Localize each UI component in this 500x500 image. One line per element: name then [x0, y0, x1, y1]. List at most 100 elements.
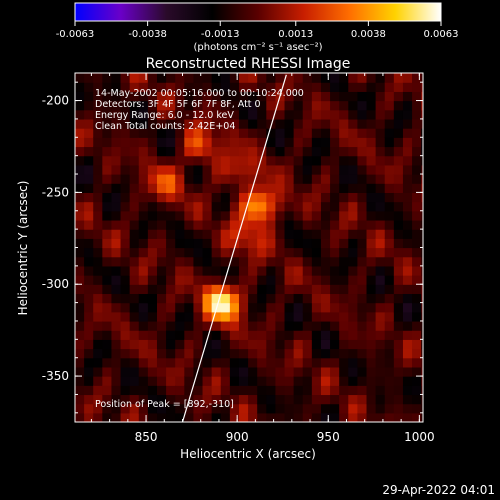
- heatmap-cell: [248, 137, 258, 148]
- heatmap-cell: [357, 201, 368, 212]
- heatmap-cell: [348, 385, 359, 396]
- heatmap-cell: [257, 302, 267, 313]
- heatmap-cell: [248, 73, 258, 83]
- heatmap-cell: [284, 73, 295, 83]
- heatmap-cell: [302, 100, 313, 111]
- heatmap-cell: [257, 348, 267, 359]
- heatmap-cell: [302, 339, 313, 350]
- heatmap-cell: [248, 164, 258, 175]
- heatmap-cell: [175, 357, 185, 368]
- heatmap-cell: [402, 320, 413, 331]
- heatmap-cell: [238, 302, 249, 313]
- heatmap-cell: [84, 73, 94, 83]
- heatmap-cell: [120, 311, 131, 322]
- heatmap-cell: [393, 348, 404, 359]
- heatmap-cell: [275, 155, 286, 166]
- heatmap-cell: [412, 238, 422, 249]
- heatmap-cell: [184, 164, 195, 175]
- heatmap-cell: [357, 320, 368, 331]
- heatmap-cell: [330, 330, 340, 340]
- heatmap-cell: [266, 265, 277, 276]
- heatmap-cell: [275, 247, 286, 258]
- heatmap-cell: [339, 100, 349, 111]
- heatmap-cell: [202, 146, 213, 157]
- heatmap-cell: [84, 118, 94, 129]
- heatmap-cell: [120, 192, 131, 203]
- heatmap-cell: [266, 146, 277, 157]
- heatmap-cell: [220, 192, 231, 203]
- heatmap-cell: [111, 100, 122, 111]
- heatmap-cell: [275, 311, 286, 322]
- heatmap-cell: [75, 275, 85, 285]
- heatmap-cell: [357, 219, 368, 230]
- heatmap-cell: [348, 238, 359, 249]
- heatmap-cell: [320, 100, 331, 111]
- heatmap-cell: [111, 302, 122, 313]
- heatmap-cell: [393, 394, 404, 405]
- heatmap-cell: [393, 192, 404, 203]
- heatmap-cell: [138, 348, 149, 359]
- heatmap-cell: [111, 192, 122, 203]
- heatmap-cell: [238, 238, 249, 249]
- heatmap-cell: [175, 366, 185, 377]
- heatmap-cell: [266, 403, 277, 414]
- heatmap-cell: [220, 109, 231, 120]
- heatmap-cell: [412, 91, 422, 102]
- heatmap-cell: [384, 238, 395, 249]
- heatmap-cell: [284, 229, 295, 239]
- heatmap-cell: [156, 109, 167, 120]
- heatmap-cell: [293, 348, 304, 359]
- heatmap-cell: [257, 357, 267, 368]
- heatmap-cell: [393, 210, 404, 221]
- heatmap-cell: [366, 412, 377, 422]
- heatmap-cell: [120, 284, 131, 295]
- heatmap-cell: [156, 311, 167, 322]
- heatmap-cell: [266, 394, 277, 405]
- heatmap-cell: [193, 174, 204, 184]
- heatmap-cell: [75, 192, 85, 203]
- heatmap-cell: [393, 137, 404, 148]
- heatmap-cell: [220, 284, 231, 295]
- heatmap-cell: [248, 293, 258, 304]
- heatmap-cell: [402, 210, 413, 221]
- heatmap-cell: [402, 192, 413, 203]
- heatmap-cell: [421, 302, 423, 313]
- heatmap-cell: [129, 366, 140, 377]
- heatmap-cell: [184, 174, 195, 184]
- heatmap-cell: [384, 403, 395, 414]
- heatmap-cell: [366, 137, 377, 148]
- heatmap-cell: [293, 238, 304, 249]
- heatmap-cell: [357, 265, 368, 276]
- heatmap-cell: [275, 256, 286, 267]
- heatmap-cell: [129, 229, 140, 239]
- heatmap-cell: [284, 376, 295, 386]
- heatmap-cell: [102, 137, 113, 148]
- heatmap-cell: [238, 109, 249, 120]
- heatmap-cell: [275, 174, 286, 184]
- heatmap-cell: [211, 155, 222, 166]
- heatmap-cell: [402, 376, 413, 386]
- heatmap-cell: [348, 128, 359, 138]
- heatmap-cell: [293, 311, 304, 322]
- heatmap-cell: [330, 376, 340, 386]
- heatmap-cell: [166, 128, 176, 138]
- heatmap-cell: [357, 174, 368, 184]
- heatmap-cell: [193, 284, 204, 295]
- heatmap-cell: [302, 229, 313, 239]
- heatmap-cell: [302, 174, 313, 184]
- heatmap-cell: [111, 118, 122, 129]
- heatmap-cell: [93, 137, 103, 148]
- heatmap-cell: [257, 91, 267, 102]
- heatmap-cell: [111, 385, 122, 396]
- heatmap-cell: [111, 394, 122, 405]
- heatmap-cell: [184, 357, 195, 368]
- info-line: Detectors: 3F 4F 5F 6F 7F 8F, Att 0: [95, 99, 261, 110]
- heatmap-cell: [175, 73, 185, 83]
- heatmap-cell: [412, 155, 422, 166]
- heatmap-cell: [357, 210, 368, 221]
- heatmap-cell: [412, 284, 422, 295]
- heatmap-cell: [120, 275, 131, 285]
- heatmap-cell: [421, 201, 423, 212]
- heatmap-cell: [284, 357, 295, 368]
- heatmap-cell: [330, 100, 340, 111]
